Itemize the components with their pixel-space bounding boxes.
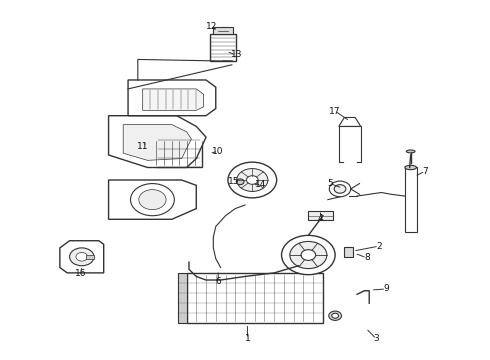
Circle shape	[76, 252, 88, 261]
Polygon shape	[143, 89, 203, 111]
Bar	[210, 35, 237, 61]
Bar	[86, 255, 95, 259]
Circle shape	[139, 190, 166, 210]
Bar	[344, 247, 353, 257]
Polygon shape	[109, 180, 196, 219]
Text: 7: 7	[422, 167, 428, 176]
Circle shape	[334, 185, 346, 193]
Ellipse shape	[405, 165, 416, 170]
Circle shape	[332, 313, 339, 318]
Text: 11: 11	[137, 141, 148, 150]
Circle shape	[236, 179, 244, 185]
Text: 16: 16	[75, 269, 87, 278]
Text: 10: 10	[213, 147, 224, 156]
Text: 2: 2	[376, 242, 382, 251]
Circle shape	[329, 181, 351, 197]
Bar	[339, 126, 361, 162]
Text: 9: 9	[383, 284, 389, 293]
Text: 3: 3	[374, 334, 379, 343]
Bar	[187, 273, 323, 323]
Text: 5: 5	[327, 179, 333, 188]
Polygon shape	[60, 241, 104, 273]
Circle shape	[70, 248, 94, 266]
Text: 8: 8	[364, 253, 369, 262]
Text: 17: 17	[329, 107, 341, 116]
Text: 1: 1	[245, 334, 250, 343]
Circle shape	[329, 311, 342, 320]
Circle shape	[301, 249, 316, 260]
Ellipse shape	[406, 150, 415, 153]
Text: 13: 13	[230, 50, 242, 59]
Bar	[156, 140, 202, 167]
Text: 4: 4	[318, 214, 323, 223]
Polygon shape	[339, 117, 361, 126]
Bar	[308, 211, 333, 220]
Circle shape	[228, 162, 277, 198]
Circle shape	[282, 235, 335, 275]
Text: 6: 6	[215, 277, 221, 286]
Bar	[405, 167, 416, 232]
Polygon shape	[109, 116, 206, 167]
Polygon shape	[128, 80, 216, 116]
Text: 15: 15	[228, 176, 240, 185]
Bar	[213, 27, 233, 35]
Polygon shape	[123, 125, 192, 160]
Circle shape	[290, 242, 327, 269]
Circle shape	[237, 168, 268, 192]
Text: 14: 14	[255, 180, 267, 189]
Text: 12: 12	[206, 22, 218, 31]
Bar	[178, 273, 187, 323]
Circle shape	[246, 176, 258, 184]
Circle shape	[130, 184, 174, 216]
